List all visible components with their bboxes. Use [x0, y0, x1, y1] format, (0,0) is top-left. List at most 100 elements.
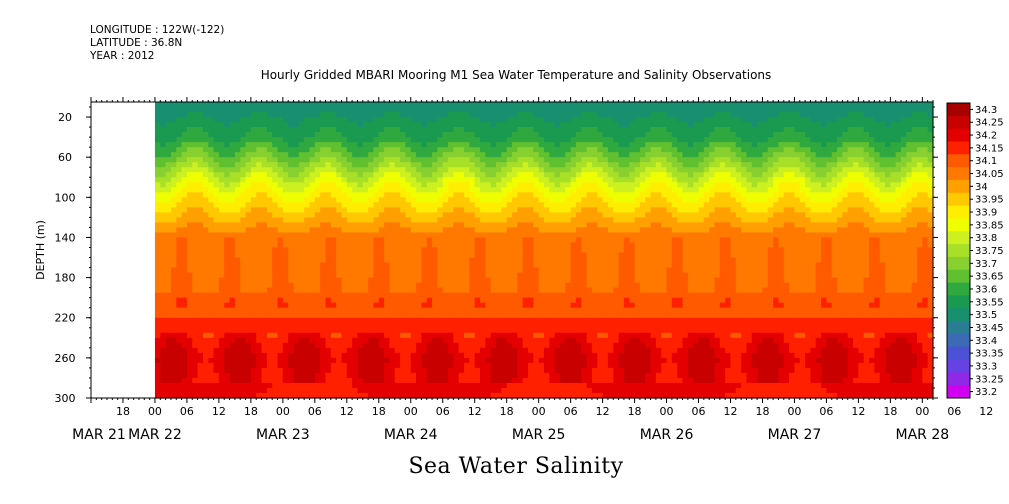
heatmap-cell [224, 142, 231, 148]
heatmap-cell [234, 142, 241, 148]
heatmap-cell [565, 222, 572, 229]
heatmap-cell [304, 182, 311, 188]
heatmap-cell [416, 212, 423, 218]
heatmap-cell [400, 282, 407, 289]
heatmap-cell [453, 217, 460, 224]
heatmap-cell [181, 177, 188, 183]
heatmap-cell [197, 367, 204, 374]
heatmap-cell [533, 362, 540, 369]
heatmap-cell [400, 297, 407, 304]
heatmap-cell [362, 367, 369, 374]
heatmap-cell [368, 242, 375, 249]
heatmap-cell [389, 267, 396, 274]
heatmap-cell [410, 217, 417, 224]
heatmap-cell [410, 322, 417, 329]
heatmap-cell [224, 127, 231, 133]
heatmap-cell [154, 312, 161, 319]
heatmap-cell [453, 197, 460, 203]
heatmap-cell [266, 322, 273, 329]
heatmap-cell [197, 182, 204, 188]
heatmap-cell [197, 282, 204, 289]
heatmap-cell [320, 162, 327, 168]
heatmap-cell [389, 317, 396, 324]
heatmap-cell [437, 322, 444, 329]
heatmap-cell [442, 132, 449, 138]
heatmap-cell [570, 392, 577, 399]
heatmap-cell [154, 122, 161, 128]
heatmap-cell [298, 147, 305, 153]
heatmap-cell [384, 157, 391, 163]
heatmap-cell [272, 112, 279, 118]
heatmap-cell [346, 272, 353, 279]
heatmap-cell [421, 302, 428, 309]
heatmap-cell [176, 352, 183, 359]
heatmap-cell [394, 272, 401, 279]
heatmap-cell [549, 197, 556, 203]
heatmap-cell [304, 342, 311, 349]
heatmap-cell [293, 197, 300, 203]
heatmap-cell [549, 177, 556, 183]
heatmap-cell [533, 267, 540, 274]
heatmap-cell [480, 322, 486, 329]
heatmap-cell [533, 307, 540, 314]
heatmap-cell [464, 117, 470, 123]
heatmap-cell [570, 197, 577, 203]
heatmap-cell [229, 292, 236, 299]
heatmap-cell [181, 332, 188, 339]
heatmap-cell [165, 122, 172, 128]
heatmap-cell [458, 237, 465, 244]
heatmap-cell [453, 237, 460, 244]
heatmap-cell [192, 117, 199, 123]
heatmap-cell [538, 237, 545, 244]
heatmap-cell [527, 182, 534, 188]
heatmap-cell [597, 117, 604, 123]
heatmap-cell [202, 352, 209, 359]
heatmap-cell [416, 342, 423, 349]
heatmap-cell [245, 337, 252, 344]
heatmap-cell [485, 217, 492, 224]
heatmap-cell [368, 157, 375, 163]
heatmap-cell [469, 302, 476, 309]
heatmap-cell [330, 202, 337, 208]
heatmap-cell [320, 357, 327, 364]
heatmap-cell [373, 327, 380, 334]
heatmap-cell [453, 257, 460, 264]
heatmap-cell [176, 112, 183, 118]
heatmap-cell [293, 392, 300, 399]
heatmap-cell [293, 122, 300, 128]
heatmap-cell [197, 307, 204, 314]
heatmap-cell [389, 282, 396, 289]
heatmap-cell [533, 137, 540, 143]
heatmap-cell [405, 132, 412, 138]
heatmap-cell [458, 292, 465, 299]
heatmap-cell [384, 187, 391, 193]
heatmap-cell [400, 132, 407, 138]
heatmap-cell [394, 282, 401, 289]
heatmap-cell [165, 107, 172, 113]
heatmap-cell [277, 367, 284, 374]
heatmap-cell [240, 222, 247, 229]
heatmap-cell [506, 352, 513, 359]
heatmap-cell [234, 337, 241, 344]
heatmap-cell [543, 387, 550, 394]
heatmap-cell [591, 177, 598, 183]
heatmap-cell [517, 212, 524, 218]
heatmap-cell [160, 137, 167, 143]
heatmap-cell [464, 382, 470, 389]
heatmap-cell [586, 127, 593, 133]
heatmap-cell [522, 322, 529, 329]
heatmap-cell [352, 227, 359, 234]
heatmap-cell [480, 297, 486, 304]
heatmap-cell [341, 257, 348, 264]
heatmap-cell [266, 392, 273, 399]
heatmap-cell [282, 177, 289, 183]
heatmap-cell [442, 337, 449, 344]
heatmap-cell [154, 287, 161, 294]
heatmap-cell [245, 167, 252, 173]
heatmap-cell [293, 117, 300, 123]
heatmap-cell [346, 262, 353, 269]
heatmap-cell [597, 327, 604, 334]
heatmap-cell [597, 247, 604, 254]
heatmap-cell [314, 257, 321, 264]
heatmap-cell [336, 387, 343, 394]
